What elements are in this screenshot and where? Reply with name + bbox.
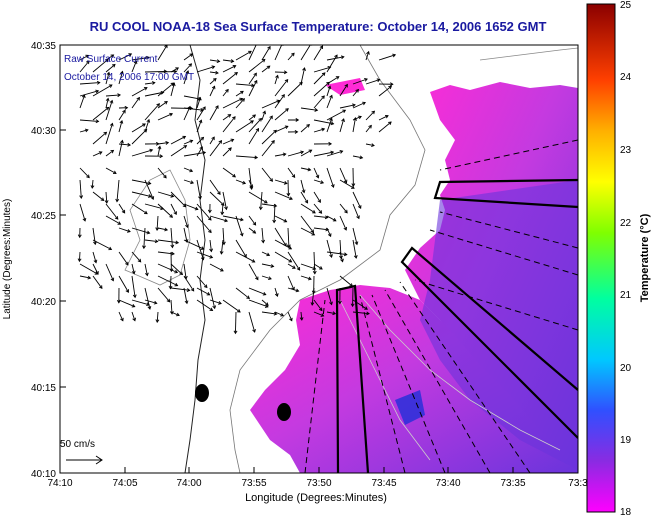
x-axis-label: Longitude (Degrees:Minutes) (245, 492, 387, 504)
colorbar-tick-label: 22 (620, 218, 632, 229)
y-tick-label: 40:30 (31, 126, 56, 137)
colorbar-tick-label: 23 (620, 145, 632, 156)
x-tick-label: 73:35 (500, 478, 525, 489)
x-tick-label: 74:00 (176, 478, 201, 489)
overlay-line-2: October 14, 2006 17:00 GMT (64, 72, 194, 83)
x-tick-label: 73:50 (306, 478, 331, 489)
scale-label: 50 cm/s (60, 439, 95, 450)
plot-area: Raw Surface Current October 14, 2006 17:… (60, 40, 578, 473)
map-title: RU COOL NOAA-18 Sea Surface Temperature:… (90, 19, 547, 34)
current-vector-head (256, 40, 259, 43)
x-tick-label: 73:45 (371, 478, 396, 489)
colorbar-tick-label: 21 (620, 290, 632, 301)
y-tick-label: 40:15 (31, 383, 56, 394)
current-vector (170, 276, 171, 289)
x-tick-label: 73:55 (241, 478, 266, 489)
colorbar-label: Temperature (°C) (639, 213, 651, 302)
colorbar-tick-label: 25 (620, 0, 632, 11)
colorbar-ticks: 25 24 23 22 21 20 19 18 (620, 0, 632, 518)
colorbar-tick-label: 18 (620, 507, 632, 518)
y-axis-label: Latitude (Degrees:Minutes) (2, 199, 13, 320)
x-tick-label: 73:40 (435, 478, 460, 489)
x-tick-label: 74:05 (112, 478, 137, 489)
y-tick-label: 40:35 (31, 41, 56, 52)
y-tick-label: 40:20 (31, 297, 56, 308)
x-tick-label: 74:10 (47, 478, 72, 489)
station-marker-1 (195, 384, 209, 402)
station-marker-2 (277, 403, 291, 421)
x-tick-label: 73:3 (568, 478, 588, 489)
colorbar-tick-label: 24 (620, 72, 632, 83)
colorbar-tick-label: 20 (620, 363, 632, 374)
y-tick-label: 40:25 (31, 211, 56, 222)
overlay-line-1: Raw Surface Current (64, 54, 158, 65)
colorbar-tick-label: 19 (620, 435, 632, 446)
current-vector (235, 312, 236, 333)
colorbar (587, 4, 615, 512)
